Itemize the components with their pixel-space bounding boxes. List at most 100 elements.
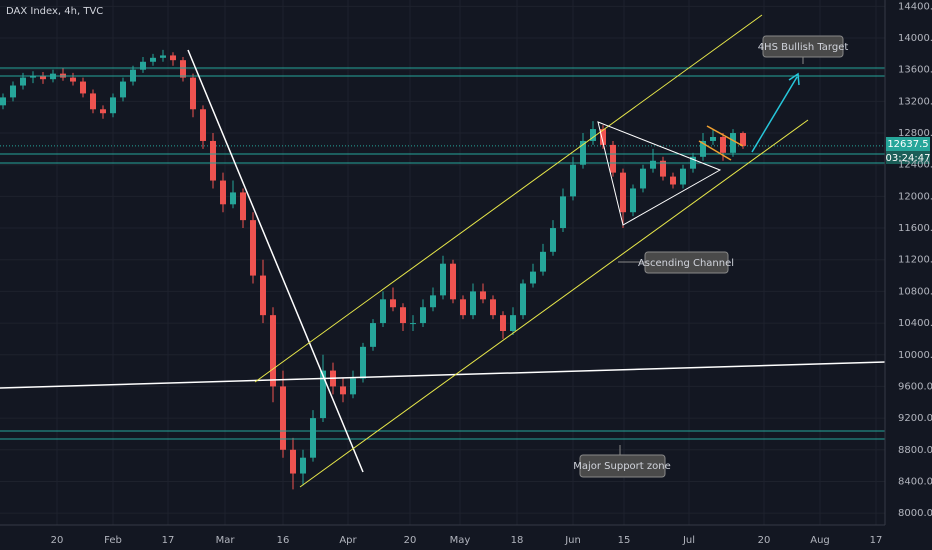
candle-body: [430, 295, 436, 308]
candle-body: [320, 370, 326, 419]
candle-body: [370, 323, 376, 347]
candle-body: [190, 77, 196, 110]
candles: [0, 49, 746, 490]
candle-body: [350, 378, 356, 395]
candle-body: [90, 93, 96, 110]
candle-body: [630, 188, 636, 213]
drawings: [0, 14, 886, 488]
candle-body: [70, 77, 76, 82]
x-tick-label: 17: [870, 535, 883, 546]
candle-body: [270, 315, 276, 387]
x-tick-label: Feb: [104, 535, 122, 546]
candle-body: [510, 315, 516, 331]
y-tick-label: 11600.0: [898, 223, 932, 234]
candle-body: [450, 263, 456, 300]
candle-body: [20, 77, 26, 86]
candle-body: [360, 346, 366, 379]
candle-body: [10, 85, 16, 98]
candle-body: [220, 180, 226, 205]
x-tick-label: 20: [51, 535, 64, 546]
annotation: Major Support zone: [573, 461, 671, 472]
countdown-tag: [886, 151, 930, 164]
trend-line: [187, 49, 364, 473]
callout-box: [762, 35, 844, 58]
x-tick-label: Apr: [339, 535, 357, 546]
candle-body: [490, 299, 496, 316]
candle-body: [120, 81, 126, 98]
y-tick-label: 8800.0: [898, 445, 932, 456]
candle-body: [340, 386, 346, 395]
annotation: 4HS Bullish Target: [758, 42, 849, 53]
candle-body: [590, 129, 596, 141]
candle-body: [560, 196, 566, 229]
candle-body: [580, 140, 586, 165]
y-tick-label: 11200.0: [898, 255, 932, 266]
candle-body: [470, 291, 476, 316]
x-tick-label: Mar: [216, 535, 236, 546]
candle-body: [570, 164, 576, 197]
x-tick-label: 20: [404, 535, 417, 546]
candle-body: [540, 251, 546, 272]
candle-body: [160, 55, 166, 58]
y-tick-label: 14400.0: [898, 1, 932, 12]
callout-box: [644, 251, 729, 274]
flag-line: [706, 125, 744, 147]
candle-body: [620, 172, 626, 213]
chart-title: DAX Index, 4h, TVC: [6, 6, 103, 17]
candle-body: [310, 418, 316, 458]
candle-body: [400, 307, 406, 324]
candle-body: [300, 457, 306, 474]
x-tick-label: 20: [758, 535, 771, 546]
y-tick-label: 10800.0: [898, 286, 932, 297]
price-tag: [886, 137, 930, 151]
x-tick-label: 15: [618, 535, 631, 546]
last-price: 12637.5: [887, 139, 928, 150]
candle-body: [480, 291, 486, 300]
candle-body: [530, 271, 536, 284]
candle-body: [0, 97, 6, 106]
channel-line: [254, 14, 763, 383]
candle-body: [710, 136, 716, 141]
flag-line: [698, 140, 732, 161]
x-tick-label: Jul: [682, 535, 695, 546]
x-tick-label: 16: [277, 535, 290, 546]
candle-body: [550, 228, 556, 252]
candle-body: [250, 220, 256, 276]
candle-body: [110, 97, 116, 114]
arrow-head: [788, 72, 800, 86]
candle-body: [230, 192, 236, 205]
candle-body: [650, 160, 656, 169]
candle-body: [410, 323, 416, 325]
candle-body: [210, 140, 216, 181]
candle-body: [730, 133, 736, 153]
candle-body: [460, 299, 466, 316]
candle-body: [280, 386, 286, 450]
y-tick-label: 10400.0: [898, 318, 932, 329]
candle-body: [200, 109, 206, 141]
candle-body: [180, 60, 186, 78]
candle-body: [380, 299, 386, 324]
candle-body: [670, 176, 676, 185]
x-tick-label: May: [450, 535, 471, 546]
candle-body: [100, 109, 106, 114]
y-tick-label: 13200.0: [898, 96, 932, 107]
x-tick-label: 18: [511, 535, 524, 546]
candle-body: [290, 449, 296, 474]
candle-body: [150, 57, 156, 62]
y-tick-label: 9200.0: [898, 413, 932, 424]
countdown: 03:24:47: [886, 153, 931, 164]
x-tick-label: 17: [162, 535, 175, 546]
candle-body: [610, 144, 616, 173]
y-tick-label: 8000.0: [898, 508, 932, 519]
candle-body: [30, 76, 36, 78]
trend-line: [0, 361, 886, 389]
candle-body: [140, 61, 146, 70]
candle-body: [500, 315, 506, 331]
candle-body: [740, 133, 746, 146]
callout-box: [579, 454, 666, 478]
target-arrow: [751, 76, 798, 153]
candle-body: [240, 192, 246, 221]
channel-line: [299, 119, 809, 488]
